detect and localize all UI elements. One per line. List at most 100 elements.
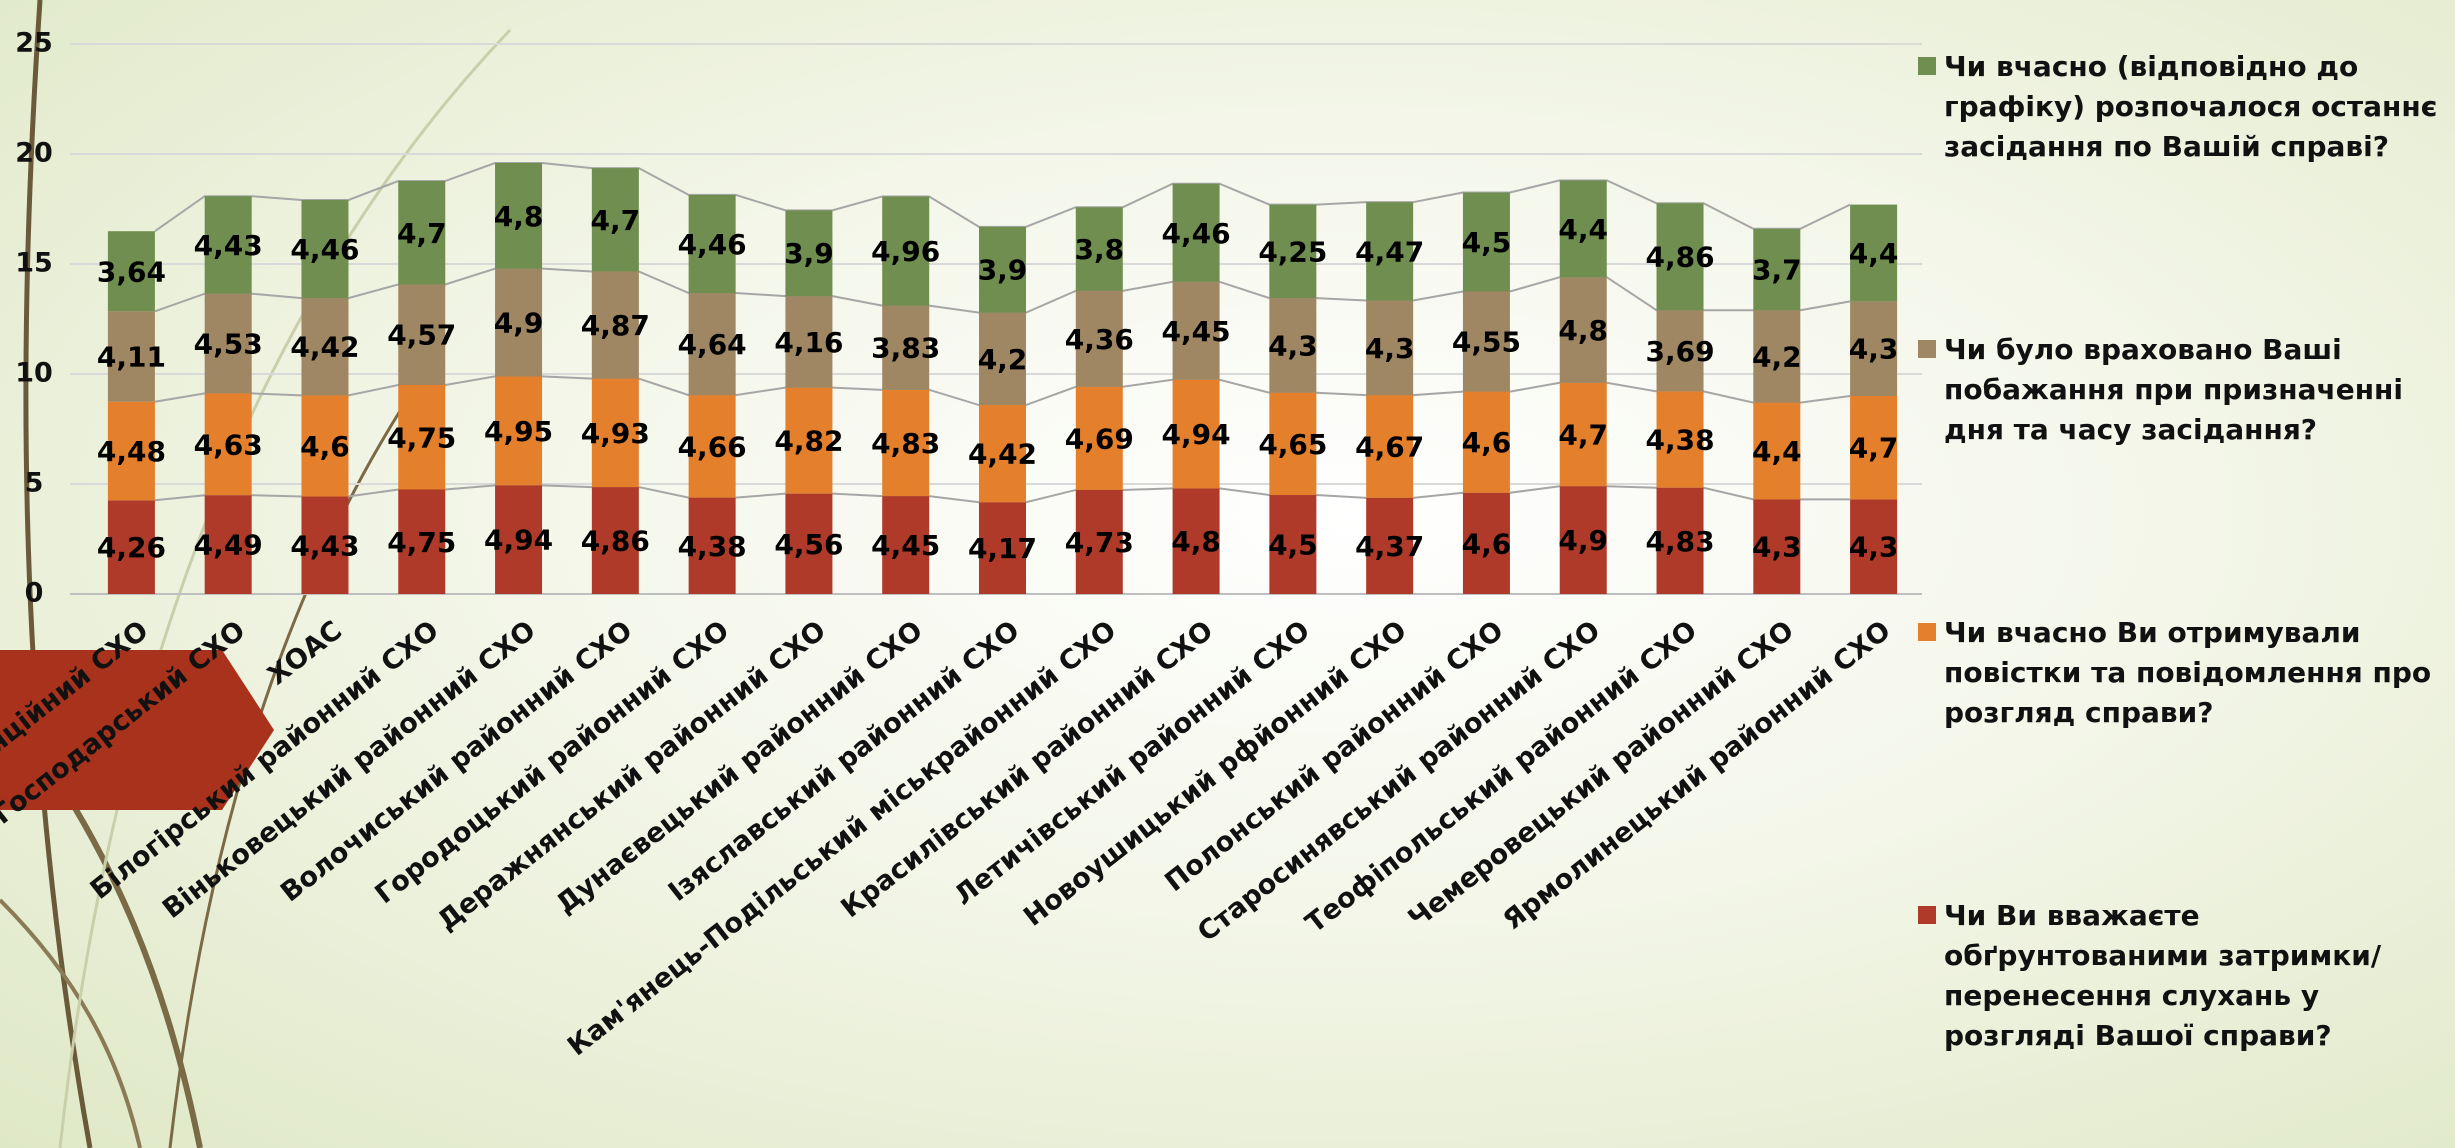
bar-segment xyxy=(1656,391,1704,488)
value-label: 4,83 xyxy=(1645,525,1714,558)
value-label: 4,5 xyxy=(1462,226,1512,259)
value-label: 4,73 xyxy=(1065,526,1134,559)
value-label: 4,38 xyxy=(678,530,747,563)
legend-label: Чи вчасно (відповідно до графіку) розпоч… xyxy=(1944,50,2438,163)
value-label: 4,16 xyxy=(774,326,843,359)
value-label: 4,7 xyxy=(1849,432,1899,465)
value-label: 4,82 xyxy=(774,425,843,458)
value-label: 4,64 xyxy=(678,328,747,361)
value-label: 4,7 xyxy=(1558,419,1608,452)
bar-segment xyxy=(1656,487,1704,594)
value-label: 4,2 xyxy=(978,343,1028,376)
legend-item: Чи вчасно (відповідно до графіку) розпоч… xyxy=(1918,47,2438,167)
y-tick-label: 5 xyxy=(25,468,44,499)
bar-segment xyxy=(1462,192,1510,292)
bar-segment xyxy=(1753,402,1801,500)
bar-segment xyxy=(1366,300,1414,396)
bar-segment xyxy=(1462,492,1510,594)
bar-segment xyxy=(495,485,543,594)
value-label: 4,43 xyxy=(290,529,359,562)
value-label: 3,64 xyxy=(97,255,166,288)
value-label: 4,8 xyxy=(494,200,544,233)
value-label: 4,47 xyxy=(1355,235,1424,268)
bar-segment xyxy=(785,296,833,388)
value-label: 4,66 xyxy=(678,430,747,463)
value-label: 4,83 xyxy=(871,427,940,460)
value-label: 4,8 xyxy=(1171,525,1221,558)
value-label: 4,42 xyxy=(290,331,359,364)
bar-segment xyxy=(1366,497,1414,594)
value-label: 4,69 xyxy=(1065,422,1134,455)
value-label: 3,83 xyxy=(871,332,940,365)
bar-segment xyxy=(1172,488,1220,594)
bar-segment xyxy=(204,495,252,594)
bar-segment xyxy=(688,293,736,396)
bar-segment xyxy=(591,271,639,379)
value-label: 4,4 xyxy=(1752,435,1802,468)
value-label: 4,53 xyxy=(194,328,263,361)
bar-segment xyxy=(1559,180,1607,278)
bar-segment xyxy=(979,405,1026,503)
x-tick-label: Городоцький районний СХО xyxy=(369,615,735,910)
value-label: 4,95 xyxy=(484,415,553,448)
value-label: 4,96 xyxy=(871,235,940,268)
legend-swatch xyxy=(1918,340,1936,358)
value-label: 4,7 xyxy=(397,217,447,250)
bar-segment xyxy=(301,395,349,497)
bar-segment xyxy=(204,293,252,394)
decoration xyxy=(0,0,512,1148)
bar-segment xyxy=(301,199,349,299)
bar-segment xyxy=(398,284,446,385)
value-label: 3,69 xyxy=(1645,335,1714,368)
value-label: 4,9 xyxy=(494,307,544,340)
value-label: 4,87 xyxy=(581,309,650,342)
bar-segment xyxy=(1075,386,1123,490)
legend-swatch xyxy=(1918,623,1936,641)
y-tick-label: 20 xyxy=(15,138,53,169)
value-label: 4,6 xyxy=(1462,527,1512,560)
legend-item: Чи Ви вважаєте обґрунтованими затримки/п… xyxy=(1918,896,2438,1056)
bar-segment xyxy=(398,489,446,594)
value-label: 4,11 xyxy=(97,341,166,374)
value-label: 4,43 xyxy=(194,229,263,262)
value-label: 3,8 xyxy=(1074,233,1124,266)
bar-segment xyxy=(979,502,1026,594)
value-label: 4,86 xyxy=(1645,241,1714,274)
legend-swatch xyxy=(1918,57,1936,75)
bar-segment xyxy=(1753,228,1801,311)
value-label: 4,94 xyxy=(1162,418,1231,451)
bar-segment xyxy=(107,311,155,402)
value-label: 4,45 xyxy=(871,529,940,562)
bar-segment xyxy=(301,298,349,396)
value-label: 4,75 xyxy=(387,526,456,559)
value-label: 3,7 xyxy=(1752,254,1802,287)
bar-segment xyxy=(1462,391,1510,493)
bar-segment xyxy=(398,385,446,490)
bar-segment xyxy=(882,305,930,390)
bar-segment xyxy=(688,497,736,594)
value-label: 4,9 xyxy=(1558,524,1608,557)
bar-segment xyxy=(1850,396,1898,500)
legend-label: Чи вчасно Ви отримували повістки та пові… xyxy=(1944,616,2432,729)
bar-segment xyxy=(882,389,930,497)
value-label: 4,55 xyxy=(1452,326,1521,359)
value-label: 4,26 xyxy=(97,531,166,564)
x-tick-label: Летичівський районний СХО xyxy=(948,615,1315,912)
value-label: 4,46 xyxy=(1162,217,1231,250)
x-tick-label: ХОАС xyxy=(262,615,348,691)
value-label: 4,42 xyxy=(968,438,1037,471)
value-label: 4,49 xyxy=(194,529,263,562)
bar-segment xyxy=(204,393,252,496)
bar-segment xyxy=(1075,489,1123,594)
bar-segment xyxy=(688,194,736,294)
value-label: 4,46 xyxy=(290,233,359,266)
bar-segment xyxy=(398,181,446,285)
value-label: 3,9 xyxy=(784,237,834,270)
bar-segment xyxy=(301,496,349,594)
bar-segment xyxy=(1850,301,1898,396)
bar-segment xyxy=(495,376,543,486)
value-label: 4,6 xyxy=(300,430,350,463)
bar-segment xyxy=(882,496,930,594)
